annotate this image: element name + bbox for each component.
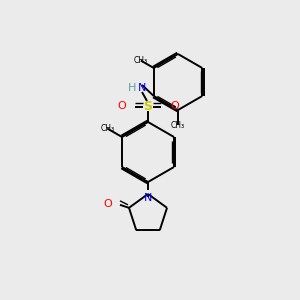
Text: CH₃: CH₃ xyxy=(134,56,148,65)
Text: N: N xyxy=(138,83,146,93)
Text: CH₃: CH₃ xyxy=(100,124,114,133)
Text: O: O xyxy=(170,101,179,111)
Text: O: O xyxy=(103,199,112,209)
Text: S: S xyxy=(143,100,152,112)
Text: H: H xyxy=(128,83,136,93)
Text: O: O xyxy=(117,101,126,111)
Text: CH₃: CH₃ xyxy=(171,121,185,130)
Text: N: N xyxy=(144,193,152,203)
